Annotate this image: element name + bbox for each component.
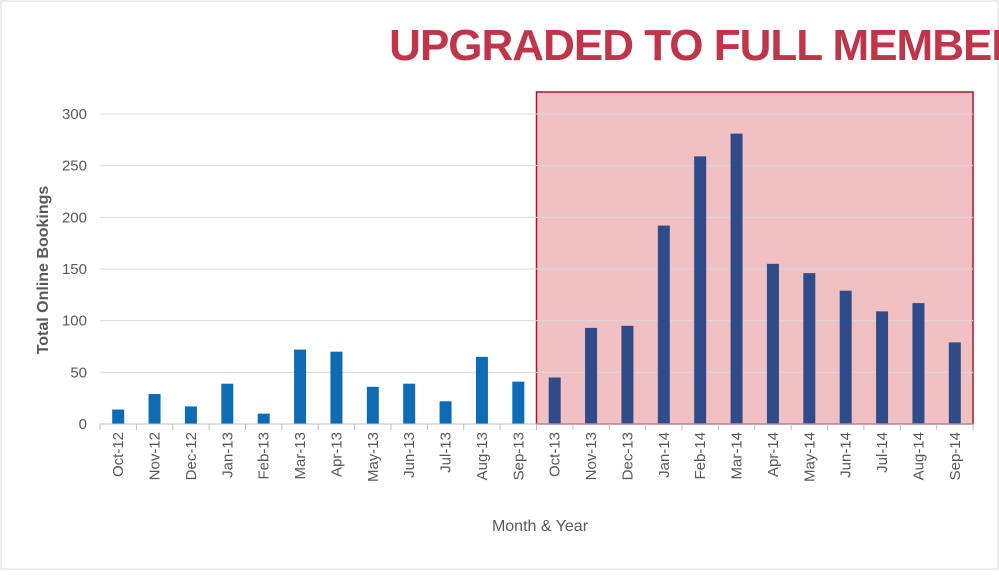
x-tick-label: Apr-14 [765,432,782,477]
bar [112,409,125,424]
bar [294,349,307,424]
bar [221,383,234,424]
bar [439,401,452,424]
gridlines [100,113,973,373]
y-tick-label: 50 [70,364,87,381]
y-tick-label: 100 [62,313,87,330]
x-tick-label: Apr-13 [328,432,345,477]
x-tick-label: May-14 [801,432,818,482]
x-tick-label: Jun-13 [401,432,418,478]
x-tick-label: Sep-13 [510,432,527,480]
y-tick-label: 300 [62,106,87,123]
y-tick-label: 200 [62,209,87,226]
x-tick-label: Oct-12 [110,432,127,477]
y-tick-label: 0 [79,416,87,433]
bar [366,386,379,424]
x-tick-label: Jan-14 [656,432,673,478]
bar [730,133,743,424]
bar [548,377,561,424]
x-tick-label: Feb-13 [256,432,273,480]
bar [184,406,197,424]
x-tick-label: Aug-14 [910,432,927,480]
x-tick-label: Nov-13 [583,432,600,480]
x-tick-label: Nov-12 [147,432,164,480]
bar [148,394,161,424]
bar [621,325,634,424]
bar [948,342,961,424]
bar [257,413,270,424]
y-tick-label: 150 [62,261,87,278]
x-tick-label: Oct-13 [547,432,564,477]
x-tick-label: Sep-14 [947,432,964,480]
x-tick-label: Jun-14 [838,432,855,478]
x-tick-label: Jan-13 [219,432,236,478]
bar [766,263,779,424]
bar [512,381,525,424]
membership-annotation: UPGRADED TO FULL MEMBERSHIP [389,21,999,70]
bar [803,273,816,424]
bar [876,311,889,424]
x-tick-label: Jul-14 [874,432,891,473]
bar [694,156,707,424]
x-axis-title: Month & Year [492,518,589,535]
bar [403,383,416,424]
y-axis-title: Total Online Bookings [35,186,52,355]
bar [839,290,852,424]
highlight-region [535,91,974,425]
x-tick-label: May-13 [365,432,382,482]
x-tick-label: Mar-14 [729,432,746,480]
bar [475,356,488,424]
x-tick-label: Mar-13 [292,432,309,480]
x-axis-ticks: Oct-12 Nov-12 Dec-12 Jan-13 Feb-13 Mar-13 Apr-… [99,424,974,482]
x-tick-label: Feb-14 [692,432,709,480]
bar [330,351,343,424]
bars [112,133,961,424]
x-tick-label: Jul-13 [438,432,455,473]
y-tick-label: 250 [62,158,87,175]
bar [657,225,670,424]
x-tick-label: Dec-12 [183,432,200,480]
x-tick-label: Aug-13 [474,432,491,480]
bar [912,303,925,424]
y-axis-ticks: 0 50 100 150 200 250 300 [62,106,87,433]
x-tick-label: Dec-13 [619,432,636,480]
bar [585,327,598,424]
